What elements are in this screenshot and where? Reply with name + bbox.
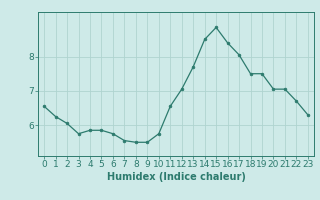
X-axis label: Humidex (Indice chaleur): Humidex (Indice chaleur)	[107, 172, 245, 182]
